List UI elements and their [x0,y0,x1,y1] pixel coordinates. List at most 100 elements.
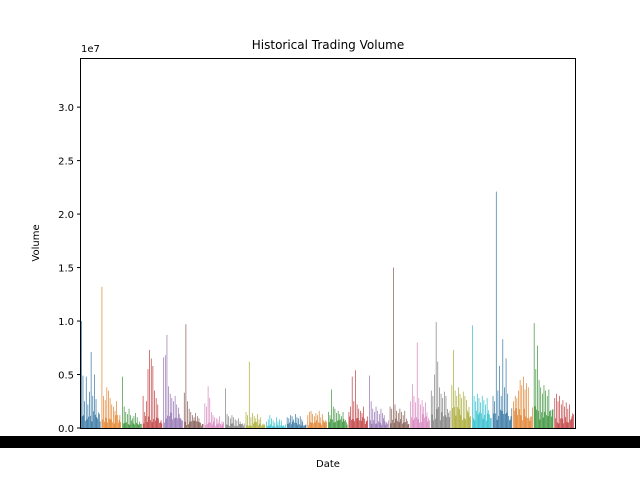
volume-bar [422,414,424,428]
volume-bar [167,415,169,428]
volume-bar [456,395,458,428]
volume-bar [463,418,465,428]
volume-bar [469,417,471,428]
volume-bar [283,425,285,428]
volume-bar [481,413,482,428]
volume-bar [462,420,463,428]
volume-bar [474,420,476,428]
y-tick-label: 0.5 [58,371,74,382]
volume-bar [454,390,456,428]
volume-bar [546,395,548,428]
volume-bar [258,419,260,428]
volume-bar [211,411,212,428]
volume-bar [355,418,357,428]
volume-bar [296,417,298,428]
volume-bar [232,423,234,428]
volume-bar [290,415,291,428]
volume-bar [360,420,362,428]
volume-bar [264,424,266,428]
volume-bar [510,416,512,428]
volume-bar [348,411,350,428]
volume-bar [413,395,415,428]
volume-bar [147,369,149,428]
x-tick-label-band [0,436,640,448]
volume-bar [155,398,157,428]
volume-bar [127,414,128,428]
volume-bar [95,399,97,428]
volume-bar [104,400,106,428]
volume-bar [216,424,218,428]
volume-bar [549,411,551,428]
volume-bar [452,408,454,428]
volume-bar [207,386,209,428]
volume-bar [124,422,126,428]
volume-bar [566,422,568,428]
volume-bar [369,420,371,428]
volume-bar [126,422,127,428]
volume-bar [560,418,561,428]
volume-bar [172,419,173,428]
volume-bar [428,418,429,428]
volume-bar [375,406,377,428]
volume-bar [131,420,132,428]
volume-bar [123,406,125,428]
volume-bar [494,401,495,428]
volume-bar [206,424,208,428]
volume-bar [397,420,398,428]
volume-bar [418,398,420,428]
volume-bar [239,421,241,428]
volume-bar [439,387,440,428]
volume-bar [522,420,523,428]
volume-bar [345,422,347,428]
volume-bar [136,417,138,428]
volume-bar [404,410,406,428]
volume-bar [150,420,151,428]
volume-bar [241,424,243,428]
volume-bar [460,415,462,428]
volume-bar [495,413,496,428]
volume-bar [414,418,416,428]
volume-bar [153,418,155,428]
volume-bar [379,422,381,428]
volume-bar [538,379,540,428]
volume-bar [445,395,447,428]
volume-bar [364,418,365,428]
volume-bar [535,369,537,428]
volume-bar [387,420,389,428]
volume-bar [129,424,131,428]
volume-bar [272,420,274,428]
volume-bar [181,420,182,428]
volume-bar [248,425,249,428]
volume-bar [154,390,155,428]
volume-bar [355,370,356,428]
volume-bar [289,422,290,428]
volume-bar [277,421,279,428]
volume-bar [532,407,533,428]
volume-bar [192,420,194,428]
volume-bar [489,414,490,428]
volume-bar [373,420,374,428]
volume-bar [267,419,269,428]
volume-bar [288,418,290,428]
volume-bar [235,426,237,428]
volume-bar [341,416,342,428]
volume-bar [398,422,400,428]
volume-bar [313,423,314,428]
volume-bar [193,417,195,428]
volume-bar [540,387,542,428]
y-axis-offset-text: 1e7 [81,44,100,55]
volume-bar [163,357,165,428]
volume-bar [311,422,313,428]
volume-bar [159,422,161,428]
volume-bar [477,414,479,428]
volume-bar [484,414,486,428]
volume-bar [490,418,492,428]
volume-bar [299,416,301,428]
volume-bar [359,420,360,428]
volume-bar [519,379,521,428]
volume-bar [557,401,559,428]
volume-bar [133,416,135,428]
volume-bar [230,423,232,428]
volume-bar [152,365,154,428]
volume-bar [261,425,262,428]
